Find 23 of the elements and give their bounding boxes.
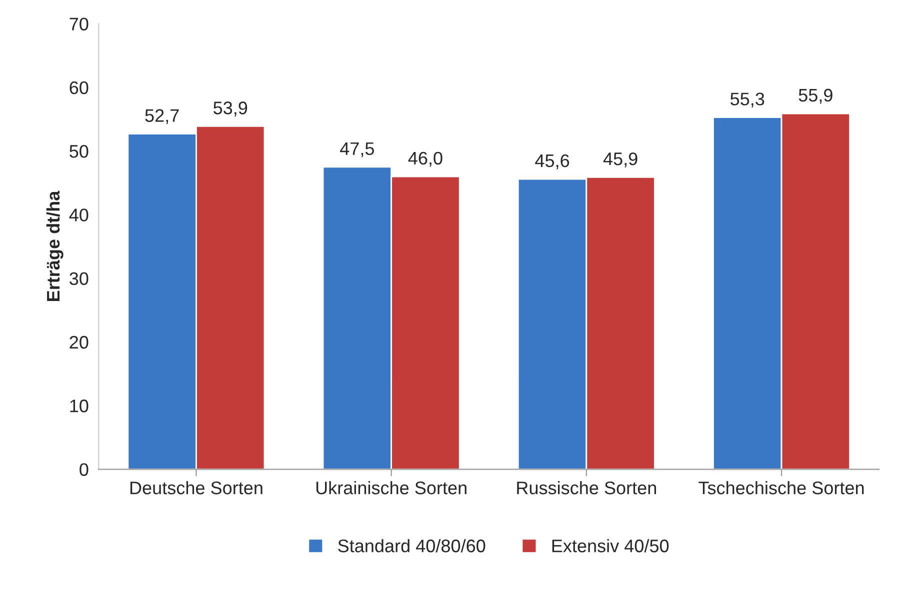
- x-tick-label: Russische Sorten: [517, 481, 656, 494]
- y-tick-label: 50: [70, 144, 88, 158]
- data-label: 47,5: [340, 142, 374, 158]
- y-tick-label: 30: [70, 272, 88, 286]
- legend-label: Standard 40/80/60: [338, 539, 486, 552]
- data-label: 55,9: [798, 88, 832, 104]
- legend-label: Extensiv 40/50: [552, 539, 669, 552]
- data-label: 46,0: [408, 152, 442, 167]
- y-tick-label: 60: [70, 81, 88, 94]
- data-label: 45,6: [535, 154, 570, 170]
- x-tick-label: Deutsche Sorten: [130, 481, 262, 494]
- y-tick-label: 20: [70, 336, 88, 349]
- y-tick-label: 70: [70, 18, 88, 30]
- y-axis-title: Erträge dt/ha: [46, 190, 64, 301]
- data-label: 55,3: [730, 92, 764, 108]
- x-tick-label: Tschechische Sorten: [698, 481, 864, 494]
- y-tick-label: 10: [70, 400, 88, 412]
- x-tick-label: Ukrainische Sorten: [316, 481, 466, 494]
- y-tick-label: 0: [80, 463, 88, 476]
- data-label: 52,7: [145, 109, 179, 124]
- data-label: 53,9: [214, 102, 248, 116]
- y-tick-label: 40: [69, 208, 88, 222]
- data-label: 45,9: [603, 152, 638, 168]
